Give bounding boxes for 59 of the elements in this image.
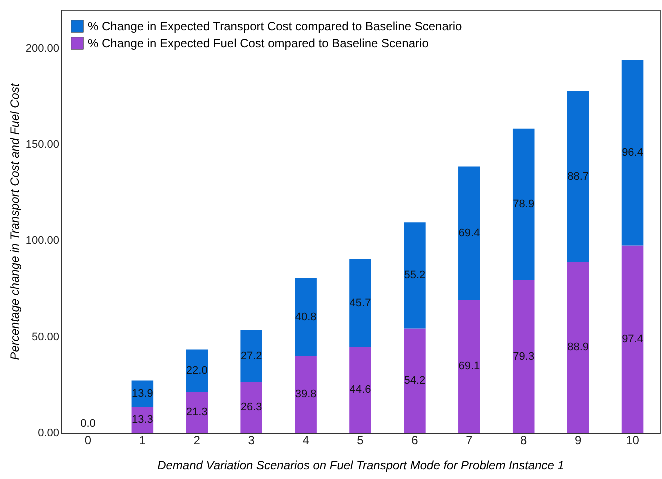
data-label: 97.4 — [622, 333, 644, 346]
y-axis-title: Percentage change in Transport Cost and Fuel Cost — [8, 83, 22, 360]
legend-label: % Change in Expected Fuel Cost ompared to Baseline Scenario — [88, 36, 430, 50]
bar — [512, 280, 535, 433]
bar — [350, 347, 372, 433]
y-tick-label: 150.00 — [26, 139, 60, 152]
data-label: 44.6 — [350, 384, 372, 396]
x-axis-title: Demand Variation Scenarios on Fuel Transport Mode for Problem Instance 1 — [158, 458, 564, 472]
data-label: 26.3 — [240, 402, 262, 414]
x-tick-label: 8 — [520, 434, 528, 448]
bar — [404, 222, 426, 329]
x-tick-label: 0 — [84, 434, 92, 448]
x-tick-label: 3 — [248, 434, 256, 448]
x-tick-label: 6 — [412, 434, 419, 448]
bar — [567, 92, 590, 262]
x-tick-label: 5 — [357, 434, 364, 448]
legend-label: % Change in Expected Transport Cost compared to Baseline Scenario — [88, 20, 463, 34]
y-tick-label: 100.00 — [26, 235, 60, 248]
x-tick-label: 4 — [302, 434, 310, 448]
bar — [512, 128, 535, 281]
x-tick-label: 1 — [139, 434, 146, 448]
data-label: 69.4 — [458, 227, 480, 240]
data-label: 79.3 — [513, 350, 535, 363]
bar — [240, 330, 262, 382]
data-label: 69.1 — [458, 360, 480, 373]
data-label: 27.2 — [240, 350, 262, 362]
bar — [458, 300, 480, 433]
bar — [186, 392, 208, 433]
data-label: 96.4 — [622, 147, 644, 160]
bar — [404, 328, 426, 433]
bar — [240, 382, 262, 433]
data-label: 54.2 — [404, 374, 426, 387]
y-tick-label: 50.00 — [32, 331, 60, 344]
x-tick-label: 7 — [466, 434, 474, 448]
bar — [458, 166, 480, 300]
data-label: 0.0 — [80, 418, 96, 430]
x-tick-label: 2 — [194, 434, 201, 448]
bar — [295, 356, 317, 433]
data-label: 39.8 — [295, 388, 317, 401]
bar — [186, 350, 208, 392]
data-label: 13.9 — [132, 388, 154, 400]
data-label: 88.9 — [568, 342, 590, 354]
y-tick-label: 0.00 — [38, 428, 60, 440]
data-label: 13.3 — [132, 414, 154, 426]
y-tick-label: 200.00 — [26, 42, 60, 55]
data-label: 55.2 — [404, 270, 426, 282]
data-label: 88.7 — [568, 170, 590, 183]
bar — [622, 246, 644, 433]
bar — [622, 60, 644, 246]
data-label: 22.0 — [186, 364, 208, 377]
data-label: 40.8 — [295, 311, 317, 324]
data-label: 45.7 — [350, 297, 372, 310]
x-tick-label: 9 — [574, 434, 582, 448]
bar — [295, 278, 317, 356]
data-label: 78.9 — [513, 198, 535, 211]
bar — [350, 259, 372, 348]
x-tick-label: 10 — [626, 434, 640, 448]
data-label: 21.3 — [186, 406, 208, 419]
bar — [567, 262, 590, 433]
